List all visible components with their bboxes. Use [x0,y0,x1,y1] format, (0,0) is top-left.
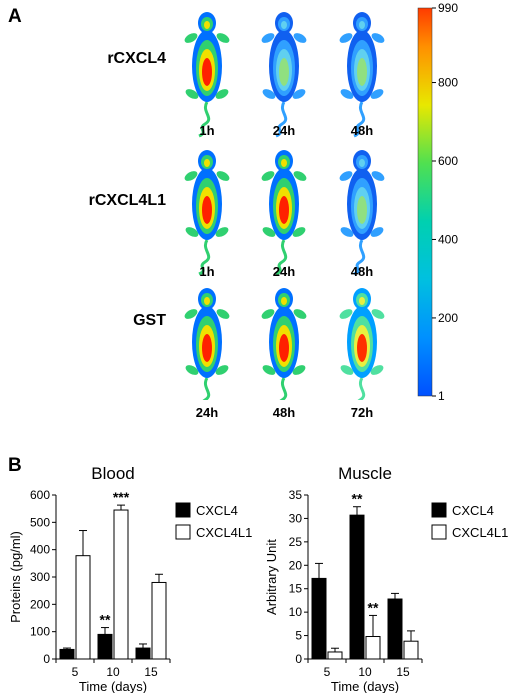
x-tick-label: 15 [396,665,410,679]
y-tick-label: 400 [30,543,50,557]
colorbar-tick-label: 800 [438,76,458,90]
x-axis-label: Time (days) [331,679,399,693]
y-tick-label: 100 [30,625,50,639]
y-tick-label: 0 [43,652,50,666]
bar-cxcl4l1-10 [365,636,381,660]
bar-cxcl4l1-15 [151,581,167,660]
colorbar [417,7,433,397]
row-label-gst: GST [133,312,166,329]
mouse-image-r2-c2 [339,288,385,400]
colorbar-tick-label: 600 [438,154,458,168]
panel-b-letter: B [8,455,22,476]
legend-swatch-cxcl4l1 [175,524,191,540]
x-tick-label: 5 [324,665,331,679]
x-tick-label: 10 [358,665,372,679]
y-tick-label: 35 [289,488,303,502]
significance-mark: ** [352,491,363,507]
chart-title: Blood [91,464,134,483]
legend-swatch-cxcl4 [431,502,447,518]
bar-cxcl4l1-10 [113,509,129,660]
colorbar-tick-label: 1 [438,389,445,400]
y-tick-label: 500 [30,515,50,529]
row-label-rcxcl4: rCXCL4 [107,50,166,67]
tp-r0-c2: 48h [350,123,374,138]
y-axis-label: Proteins (pg/ml) [8,531,23,623]
tp-r0-c0: 1h [199,123,215,138]
y-tick-label: 600 [30,488,50,502]
mouse-image-r0-c0 [184,12,230,138]
y-tick-label: 300 [30,570,50,584]
legend-swatch-cxcl4 [175,502,191,518]
bar-cxcl4-5 [59,648,75,660]
mouse-image-r0-c1 [261,12,307,138]
tp-r1-c0: 1h [199,264,215,279]
colorbar-tick-label: 200 [438,311,458,325]
mouse-image-r1-c2 [339,150,385,276]
legend-swatch-cxcl4l1 [431,524,447,540]
mouse-image-r1-c0 [184,150,230,276]
bar-cxcl4-10 [97,633,113,660]
bar-cxcl4l1-5 [327,651,343,660]
y-tick-label: 25 [289,535,303,549]
legend-label-cxcl4: CXCL4 [196,503,238,518]
row-label-rcxcl4l1: rCXCL4L1 [88,192,166,209]
tp-r2-c1: 48h [272,405,296,420]
mouse-images: 990 800 600 400 200 1 [184,1,458,400]
significance-mark: ** [100,612,111,628]
tp-r0-c1: 24h [272,123,296,138]
y-tick-label: 200 [30,597,50,611]
bar-cxcl4-5 [311,577,327,660]
bar-cxcl4-15 [387,598,403,660]
y-tick-label: 20 [289,558,303,572]
y-axis-label: Arbitrary Unit [264,539,279,615]
mouse-image-r0-c2 [339,12,385,138]
x-axis-label: Time (days) [79,679,147,693]
bar-cxcl4-15 [135,647,151,660]
colorbar-tick-label: 400 [438,232,458,246]
y-tick-label: 15 [289,582,303,596]
legend-label-cxcl4l1: CXCL4L1 [452,525,508,540]
y-tick-label: 0 [295,652,302,666]
chart-title: Muscle [338,464,392,483]
tp-r2-c2: 72h [350,405,374,420]
mouse-image-r1-c1 [261,150,307,276]
tp-r1-c1: 24h [272,264,296,279]
significance-mark: ** [368,599,379,615]
significance-mark: *** [113,489,130,505]
mouse-image-r2-c0 [184,288,230,400]
x-tick-label: 10 [106,665,120,679]
x-tick-label: 5 [72,665,79,679]
bar-cxcl4l1-15 [403,640,419,660]
y-tick-label: 10 [289,605,303,619]
tp-r2-c0: 24h [195,405,219,420]
mouse-image-r2-c1 [261,288,307,400]
colorbar-tick-label: 990 [438,1,458,15]
panel-a-letter: A [8,6,22,27]
x-tick-label: 15 [144,665,158,679]
tp-r1-c2: 48h [350,264,374,279]
bar-cxcl4l1-5 [75,555,91,660]
legend-label-cxcl4l1: CXCL4L1 [196,525,252,540]
legend-label-cxcl4: CXCL4 [452,503,494,518]
bar-cxcl4-10 [349,514,365,660]
y-tick-label: 5 [295,629,302,643]
y-tick-label: 30 [289,511,303,525]
